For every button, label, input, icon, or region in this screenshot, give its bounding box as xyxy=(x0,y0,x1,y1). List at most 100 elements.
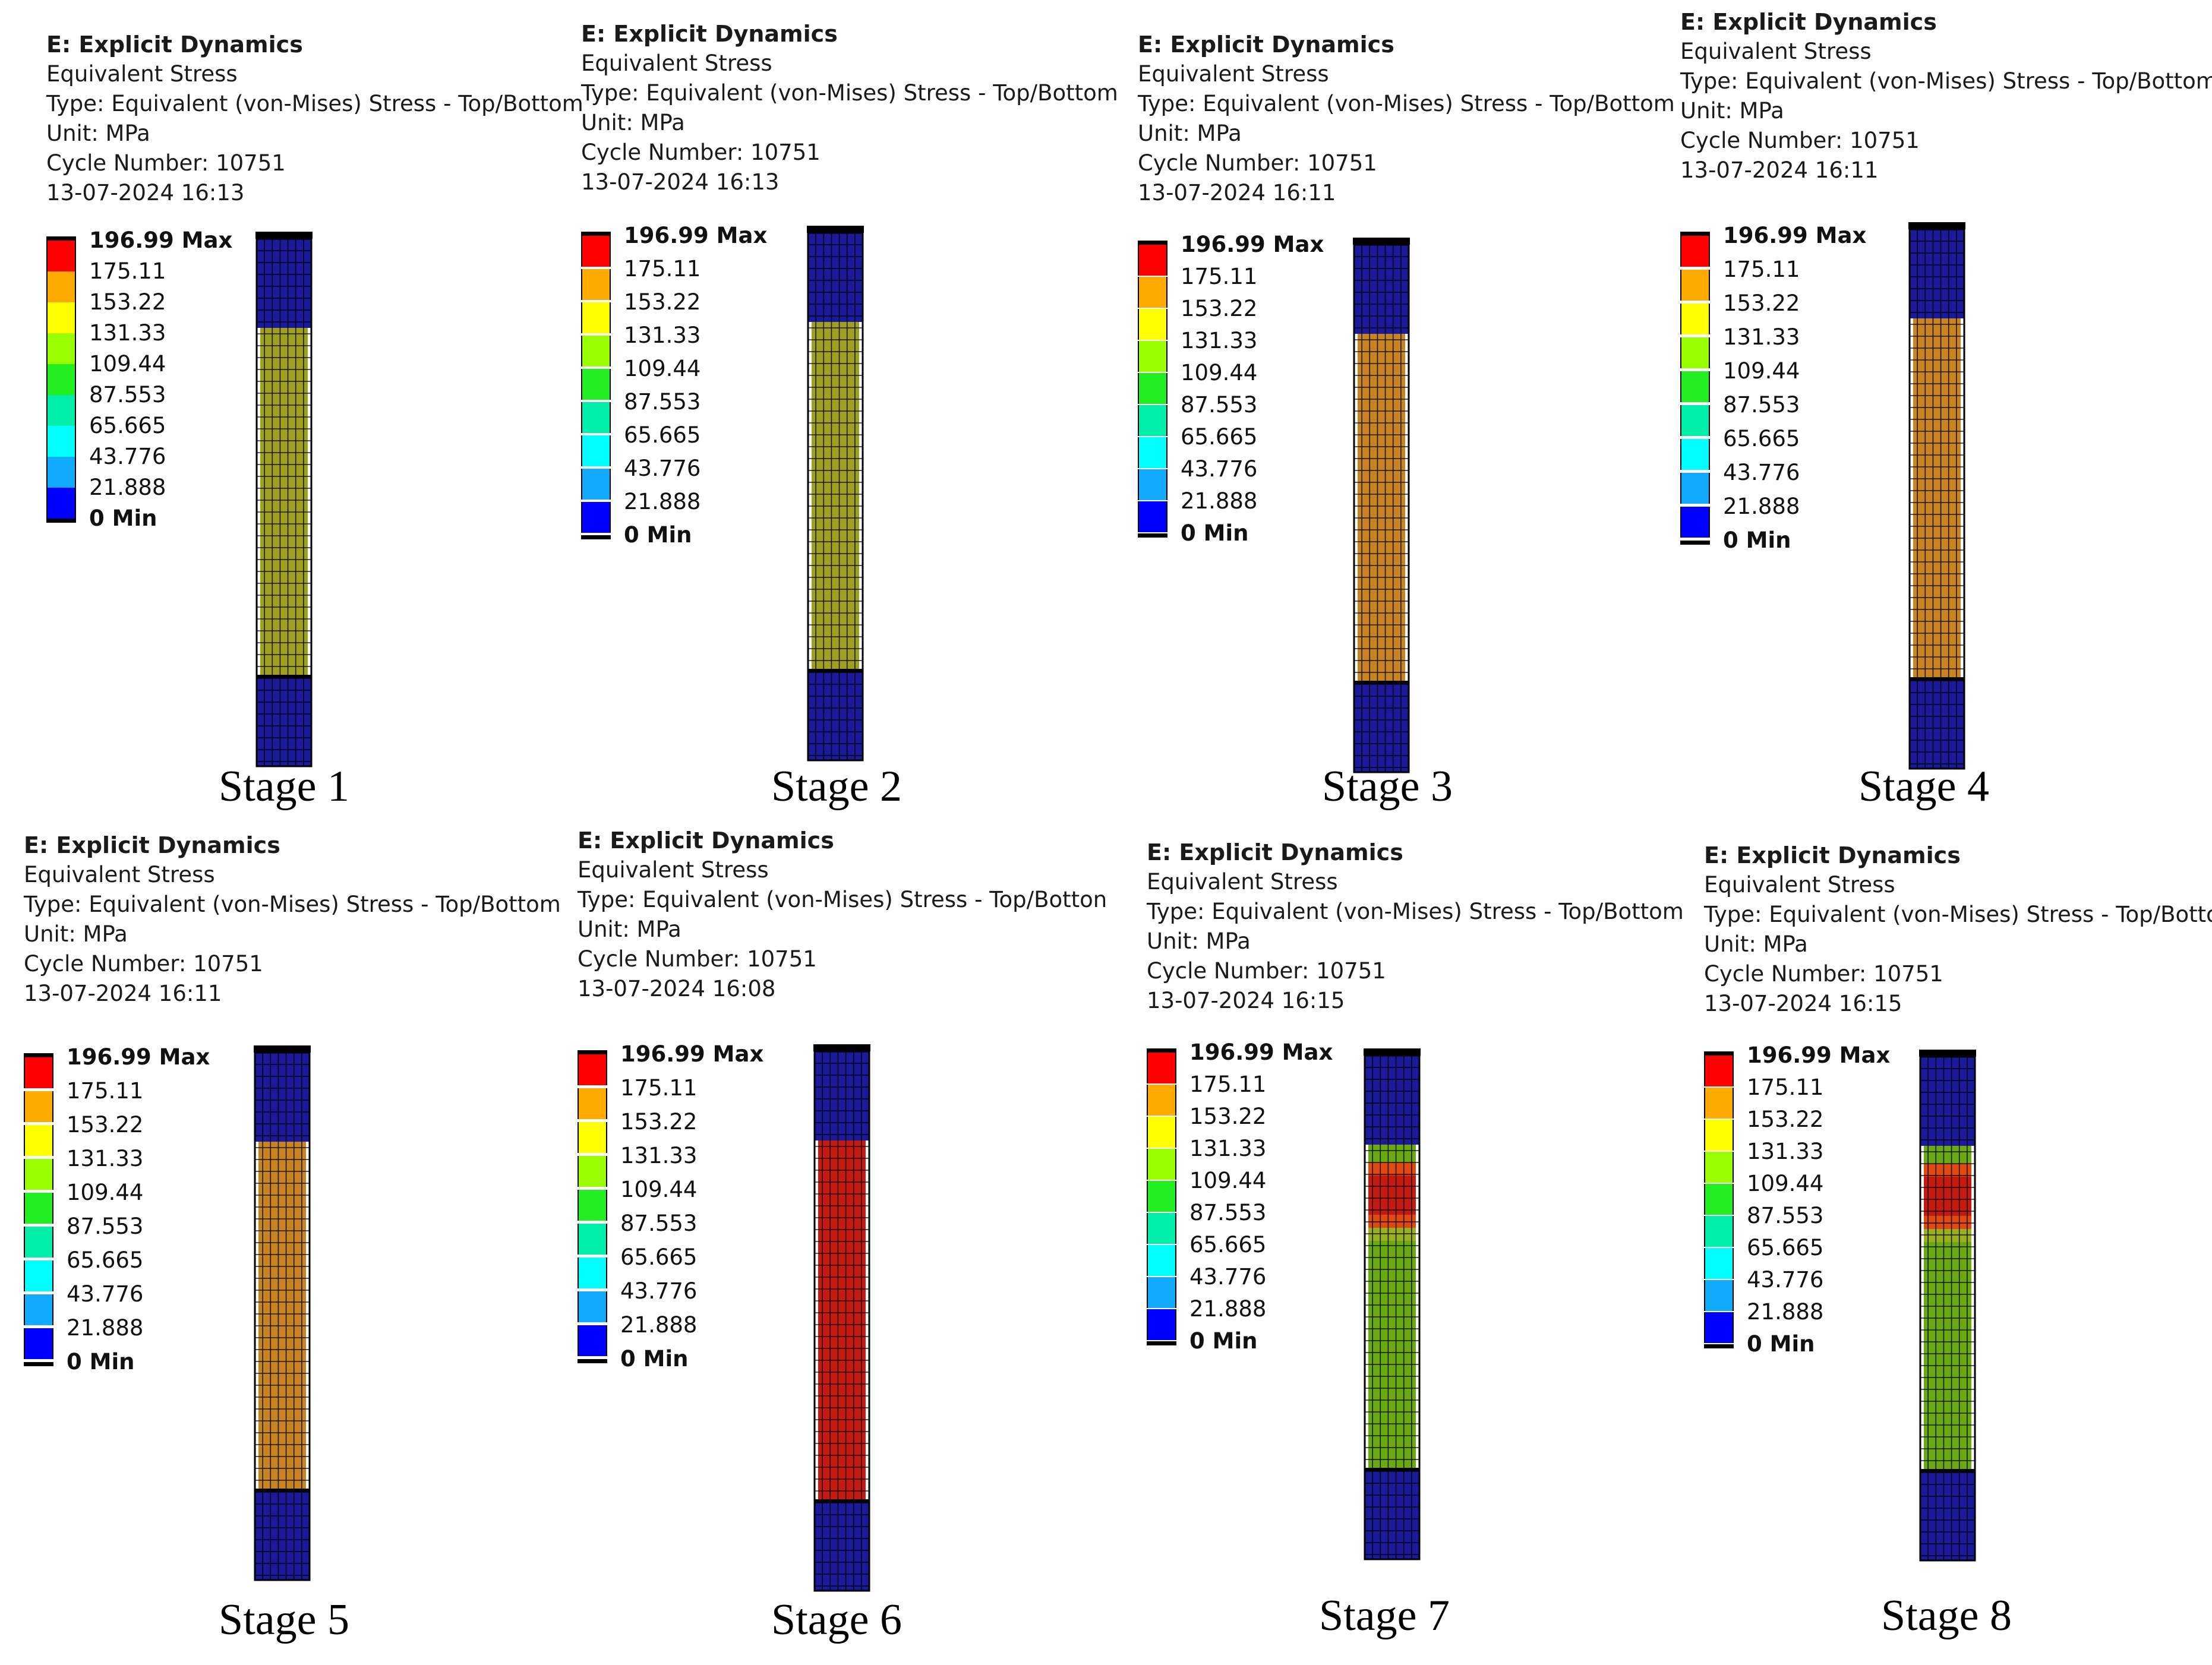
legend-swatch-4 xyxy=(1147,1149,1176,1180)
legend-label: 21.888 xyxy=(1181,488,1258,514)
result-name: Equivalent Stress xyxy=(46,61,238,87)
legend-label: 131.33 xyxy=(1181,328,1258,353)
analysis-title: E: Explicit Dynamics xyxy=(24,832,280,858)
analysis-title: E: Explicit Dynamics xyxy=(1147,839,1403,865)
legend-bottom-cap xyxy=(24,1362,53,1366)
necking-band xyxy=(1368,1149,1416,1162)
legend-label-min: 0 Min xyxy=(1723,527,1791,553)
legend-bottom-cap xyxy=(578,1359,607,1363)
grip-top-cap xyxy=(254,1045,311,1053)
legend-top-cap xyxy=(581,232,611,236)
legend-label: 65.665 xyxy=(1189,1232,1267,1258)
panel-stage-8: E: Explicit Dynamics Equivalent Stress T… xyxy=(1704,841,2212,1665)
legend-label: 131.33 xyxy=(67,1146,144,1171)
legend-swatch-2 xyxy=(1680,270,1710,301)
legend-swatch-7 xyxy=(581,435,611,466)
necking-band xyxy=(1924,1203,1971,1216)
legend-label: 153.22 xyxy=(624,289,701,315)
specimen-model xyxy=(1919,1050,1976,1562)
legend-swatch-4 xyxy=(1680,337,1710,368)
legend-swatch-3 xyxy=(24,1125,53,1156)
legend-label: 65.665 xyxy=(1181,424,1258,450)
stage-caption: Stage 7 xyxy=(1319,1591,1450,1640)
legend-swatch-4 xyxy=(581,336,611,367)
result-unit: Unit: MPa xyxy=(1138,121,1242,146)
gauge-section xyxy=(258,1142,306,1491)
stage-caption: Stage 6 xyxy=(771,1596,902,1644)
legend-top-cap xyxy=(1147,1048,1176,1053)
legend-label-min: 0 Min xyxy=(89,505,157,531)
legend-label-min: 0 Min xyxy=(1189,1328,1258,1354)
legend-label: 131.33 xyxy=(1189,1136,1267,1161)
stage-caption: Stage 3 xyxy=(1322,762,1453,811)
legend-label: 65.665 xyxy=(1747,1235,1824,1260)
legend-swatch-6 xyxy=(1680,405,1710,436)
legend-label-min: 0 Min xyxy=(1181,520,1249,546)
legend-label: 109.44 xyxy=(67,1180,144,1205)
legend-swatch-6 xyxy=(24,1227,53,1258)
gauge-section xyxy=(818,1140,866,1502)
legend-label: 109.44 xyxy=(89,351,166,377)
specimen-model xyxy=(1364,1048,1421,1560)
result-header: E: Explicit Dynamics Equivalent Stress T… xyxy=(1147,838,1684,1016)
legend-label: 131.33 xyxy=(1747,1139,1824,1164)
legend-swatch-7 xyxy=(1680,439,1710,470)
legend-label: 153.22 xyxy=(67,1112,144,1138)
legend-label: 43.776 xyxy=(1181,456,1258,482)
cycle-number: Cycle Number: 10751 xyxy=(1704,961,1943,987)
grip-bottom xyxy=(257,677,311,766)
legend-label: 131.33 xyxy=(624,323,701,348)
specimen-outline xyxy=(813,1050,870,1592)
legend-swatch-6 xyxy=(1138,405,1167,436)
grip-bottom xyxy=(1354,683,1409,772)
legend-label: 43.776 xyxy=(1723,460,1800,485)
grip-bottom xyxy=(1920,1471,1975,1560)
result-unit: Unit: MPa xyxy=(1704,931,1808,957)
legend-swatch-7 xyxy=(578,1258,607,1288)
legend-label: 43.776 xyxy=(67,1281,144,1307)
legend-swatch-1 xyxy=(581,236,611,267)
legend-swatch-7 xyxy=(24,1260,53,1291)
specimen-outline xyxy=(1919,1056,1976,1562)
analysis-title: E: Explicit Dynamics xyxy=(581,21,838,47)
legend-swatch-1 xyxy=(1704,1056,1734,1086)
grip-bottom xyxy=(808,671,863,760)
legend-label: 65.665 xyxy=(624,422,701,448)
necking-band xyxy=(1924,1164,1971,1177)
result-unit: Unit: MPa xyxy=(1147,928,1251,954)
legend-swatch-7 xyxy=(1147,1245,1176,1276)
legend-label: 109.44 xyxy=(1189,1168,1267,1193)
gauge-section xyxy=(812,322,859,671)
legend-swatch-2 xyxy=(578,1088,607,1119)
legend-label: 175.11 xyxy=(67,1078,144,1104)
legend-swatch-8 xyxy=(1147,1277,1176,1308)
analysis-title: E: Explicit Dynamics xyxy=(578,827,834,854)
result-type: Type: Equivalent (von-Mises) Stress - To… xyxy=(1704,902,2212,927)
legend-swatch-1 xyxy=(1680,236,1710,267)
legend-label: 21.888 xyxy=(89,475,166,500)
specimen-outline xyxy=(1353,244,1410,773)
grip-bottom-edge xyxy=(257,675,311,678)
legend-label: 87.553 xyxy=(1723,392,1800,418)
legend-swatch-1 xyxy=(578,1054,607,1085)
analysis-title: E: Explicit Dynamics xyxy=(46,31,303,58)
result-name: Equivalent Stress xyxy=(1147,869,1338,895)
legend-label: 109.44 xyxy=(1723,358,1800,384)
legend-swatch-2 xyxy=(24,1091,53,1122)
legend-label: 21.888 xyxy=(1723,494,1800,519)
grip-bottom xyxy=(255,1491,310,1580)
stage-caption: Stage 1 xyxy=(219,762,349,811)
legend-label: 109.44 xyxy=(1181,360,1258,386)
legend-swatch-5 xyxy=(1680,371,1710,402)
panel-stage-3: E: Explicit Dynamics Equivalent Stress T… xyxy=(1138,30,1690,854)
legend-bottom-cap xyxy=(1138,533,1167,538)
timestamp: 13-07-2024 16:15 xyxy=(1704,991,1902,1016)
legend-swatch-3 xyxy=(581,302,611,333)
result-type: Type: Equivalent (von-Mises) Stress - To… xyxy=(1680,68,2212,94)
result-unit: Unit: MPa xyxy=(46,121,150,146)
legend-label-max: 196.99 Max xyxy=(89,228,233,253)
timestamp: 13-07-2024 16:11 xyxy=(1680,157,1879,183)
specimen-outline xyxy=(1364,1054,1421,1560)
legend-swatch-2 xyxy=(581,269,611,300)
legend-swatch-6 xyxy=(46,395,76,426)
